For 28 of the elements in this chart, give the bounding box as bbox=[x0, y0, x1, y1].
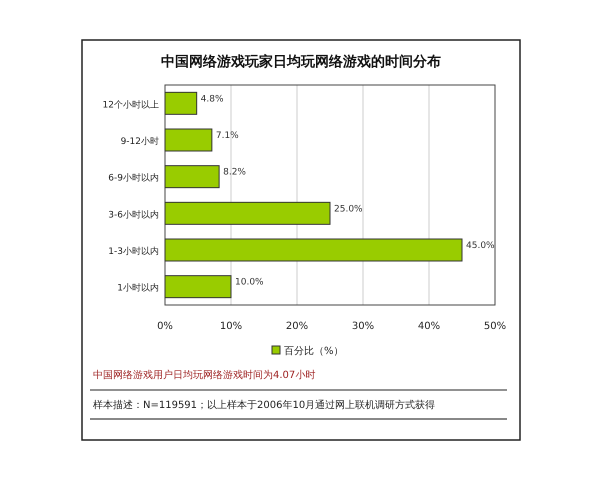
data-label: 4.8% bbox=[200, 94, 224, 104]
data-label: 8.2% bbox=[223, 168, 246, 178]
bar bbox=[164, 165, 220, 188]
data-label: 25.0% bbox=[334, 204, 364, 214]
y-tick-label: 1-3小时以内 bbox=[108, 246, 159, 257]
bar bbox=[164, 92, 198, 115]
x-tick-label: 0% bbox=[157, 321, 173, 332]
bar bbox=[164, 128, 212, 152]
bar bbox=[164, 238, 462, 262]
chart-title: 中国网络游戏玩家日均玩网络游戏的时间分布 bbox=[161, 53, 441, 70]
x-tick-label: 10% bbox=[220, 321, 242, 332]
x-tick-label: 30% bbox=[352, 321, 374, 332]
text: 中国网络游戏用户日均玩网络游戏时间为4.07小时 bbox=[93, 369, 316, 381]
data-label: 45.0% bbox=[466, 241, 496, 251]
data-label: 7.1% bbox=[216, 131, 240, 141]
y-tick-label: 1小时以内 bbox=[117, 282, 159, 294]
text: 样本描述：N=119591；以上样本于2006年10月通过网上联机调研方式获得 bbox=[93, 399, 436, 411]
data-label: 10.0% bbox=[235, 278, 264, 288]
bar bbox=[164, 275, 232, 298]
y-tick-label: 6-9小时以内 bbox=[108, 172, 159, 184]
x-tick-label: 50% bbox=[484, 321, 506, 332]
bar bbox=[164, 202, 330, 225]
x-tick-label: 20% bbox=[286, 321, 308, 332]
y-tick-label: 3-6小时以内 bbox=[108, 209, 159, 220]
x-tick-label: 40% bbox=[418, 321, 440, 332]
y-tick-label: 9-12小时 bbox=[120, 136, 159, 147]
y-tick-label: 12个小时以上 bbox=[102, 99, 159, 110]
legend-label: 百分比（%） bbox=[284, 345, 344, 357]
